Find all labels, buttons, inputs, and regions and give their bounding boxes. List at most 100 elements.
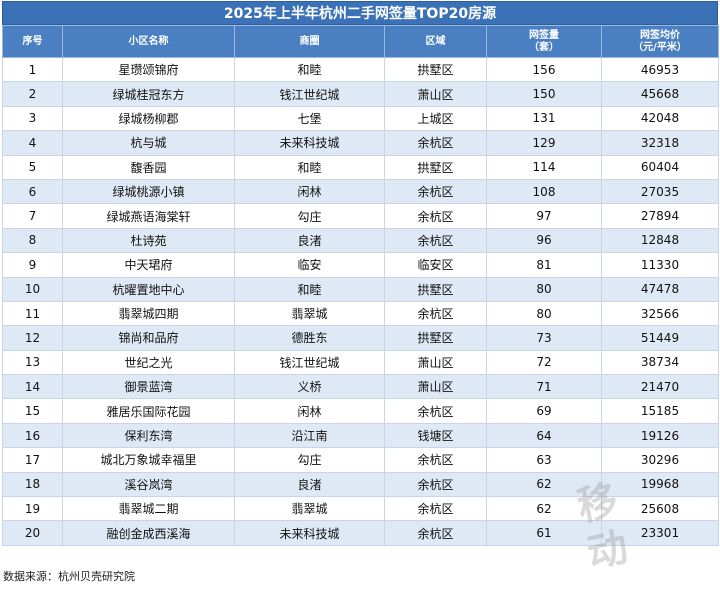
header-row: 序号 小区名称 商圈 区域 网签量 （套） 网签均价 （元/平米） [2, 25, 719, 58]
cell-rank: 11 [2, 300, 63, 327]
cell-area: 勾庄 [234, 447, 385, 473]
cell-area: 临安 [234, 252, 385, 278]
cell-area: 钱江世纪城 [234, 349, 385, 376]
table-row: 14 御景蓝湾 义桥 萧山区 71 21470 [2, 374, 719, 400]
cell-rank: 4 [2, 130, 63, 156]
cell-area: 和睦 [234, 154, 385, 180]
cell-name: 绿城桂冠东方 [62, 81, 235, 107]
data-source-note: 数据来源：杭州贝壳研究院 [3, 570, 135, 583]
header-area: 商圈 [234, 25, 385, 58]
cell-rank: 16 [2, 422, 63, 449]
cell-name: 雅居乐国际花园 [62, 398, 235, 424]
cell-count: 114 [486, 154, 602, 180]
cell-rank: 17 [2, 447, 63, 473]
cell-rank: 13 [2, 349, 63, 376]
table-row: 11 翡翠城四期 翡翠城 余杭区 80 32566 [2, 300, 719, 327]
table-row: 20 融创金成西溪海 未来科技城 余杭区 61 23301 [2, 520, 719, 546]
cell-count: 71 [486, 374, 602, 400]
cell-district: 余杭区 [384, 227, 487, 254]
cell-price: 45668 [601, 81, 719, 107]
cell-area: 翡翠城 [234, 496, 385, 522]
cell-price: 38734 [601, 349, 719, 376]
cell-district: 萧山区 [384, 374, 487, 400]
cell-district: 余杭区 [384, 300, 487, 327]
table-row: 8 杜诗苑 良渚 余杭区 96 12848 [2, 227, 719, 254]
table-row: 2 绿城桂冠东方 钱江世纪城 萧山区 150 45668 [2, 81, 719, 107]
table-row: 10 杭曜置地中心 和睦 拱墅区 80 47478 [2, 276, 719, 302]
cell-area: 和睦 [234, 56, 385, 83]
cell-area: 和睦 [234, 276, 385, 302]
cell-rank: 15 [2, 398, 63, 424]
cell-area: 德胜东 [234, 325, 385, 351]
cell-count: 129 [486, 130, 602, 156]
cell-price: 60404 [601, 154, 719, 180]
cell-rank: 5 [2, 154, 63, 180]
cell-price: 32318 [601, 130, 719, 156]
cell-district: 余杭区 [384, 130, 487, 156]
cell-count: 96 [486, 227, 602, 254]
cell-district: 临安区 [384, 252, 487, 278]
cell-name: 杜诗苑 [62, 227, 235, 254]
table-row: 12 锦尚和品府 德胜东 拱墅区 73 51449 [2, 325, 719, 351]
cell-rank: 20 [2, 520, 63, 546]
header-count-line2: （套） [529, 41, 559, 53]
cell-rank: 2 [2, 81, 63, 107]
cell-name: 绿城燕语海棠轩 [62, 203, 235, 229]
cell-area: 良渚 [234, 227, 385, 254]
cell-district: 拱墅区 [384, 276, 487, 302]
cell-price: 23301 [601, 520, 719, 546]
header-price-line1: 网签均价 [640, 29, 680, 41]
cell-name: 杭曜置地中心 [62, 276, 235, 302]
cell-price: 21470 [601, 374, 719, 400]
cell-area: 良渚 [234, 471, 385, 498]
cell-price: 32566 [601, 300, 719, 327]
cell-price: 27035 [601, 178, 719, 205]
cell-area: 未来科技城 [234, 130, 385, 156]
cell-district: 拱墅区 [384, 325, 487, 351]
cell-rank: 10 [2, 276, 63, 302]
cell-rank: 12 [2, 325, 63, 351]
table-body: 1 星瓒颂锦府 和睦 拱墅区 156 46953 2 绿城桂冠东方 钱江世纪城 萧山区 150 456… [2, 56, 719, 546]
cell-district: 拱墅区 [384, 56, 487, 83]
cell-rank: 14 [2, 374, 63, 400]
cell-name: 御景蓝湾 [62, 374, 235, 400]
cell-count: 64 [486, 422, 602, 449]
cell-count: 80 [486, 300, 602, 327]
cell-district: 萧山区 [384, 81, 487, 107]
table-row: 13 世纪之光 钱江世纪城 萧山区 72 38734 [2, 349, 719, 376]
header-count: 网签量 （套） [486, 25, 602, 58]
cell-price: 51449 [601, 325, 719, 351]
table-row: 17 城北万象城幸福里 勾庄 余杭区 63 30296 [2, 447, 719, 473]
table-row: 7 绿城燕语海棠轩 勾庄 余杭区 97 27894 [2, 203, 719, 229]
cell-area: 翡翠城 [234, 300, 385, 327]
cell-name: 融创金成西溪海 [62, 520, 235, 546]
cell-district: 上城区 [384, 105, 487, 132]
cell-name: 绿城桃源小镇 [62, 178, 235, 205]
cell-price: 27894 [601, 203, 719, 229]
cell-rank: 1 [2, 56, 63, 83]
cell-area: 闲林 [234, 178, 385, 205]
cell-rank: 18 [2, 471, 63, 498]
cell-count: 62 [486, 471, 602, 498]
cell-name: 世纪之光 [62, 349, 235, 376]
cell-count: 108 [486, 178, 602, 205]
ranking-table-container: 2025年上半年杭州二手网签量TOP20房源 序号 小区名称 商圈 区域 网签量… [2, 1, 719, 546]
cell-price: 47478 [601, 276, 719, 302]
table-row: 9 中天珺府 临安 临安区 81 11330 [2, 252, 719, 278]
cell-count: 69 [486, 398, 602, 424]
cell-count: 156 [486, 56, 602, 83]
cell-count: 131 [486, 105, 602, 132]
cell-district: 余杭区 [384, 447, 487, 473]
cell-name: 翡翠城四期 [62, 300, 235, 327]
table-row: 1 星瓒颂锦府 和睦 拱墅区 156 46953 [2, 56, 719, 83]
cell-district: 萧山区 [384, 349, 487, 376]
table-row: 15 雅居乐国际花园 闲林 余杭区 69 15185 [2, 398, 719, 424]
header-rank: 序号 [2, 25, 63, 58]
cell-district: 余杭区 [384, 471, 487, 498]
cell-price: 12848 [601, 227, 719, 254]
header-count-line1: 网签量 [529, 29, 559, 41]
cell-area: 沿江南 [234, 422, 385, 449]
cell-rank: 6 [2, 178, 63, 205]
table-row: 5 馥香园 和睦 拱墅区 114 60404 [2, 154, 719, 180]
cell-area: 义桥 [234, 374, 385, 400]
